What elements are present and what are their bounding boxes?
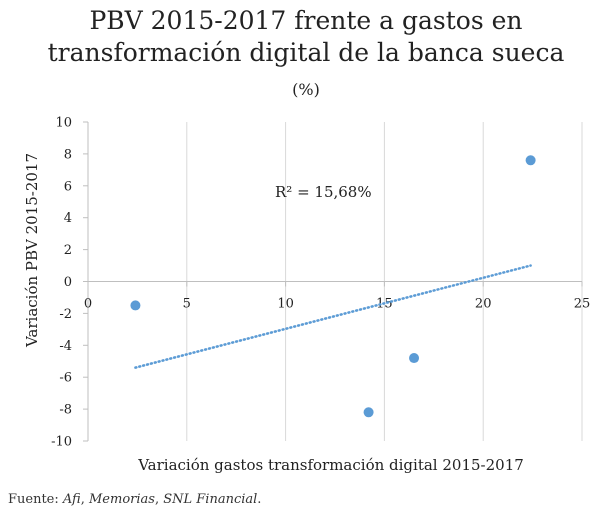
y-tick-label: -8 (59, 403, 72, 418)
data-point (363, 407, 374, 418)
r-squared-annotation: R² = 15,68% (275, 183, 372, 201)
chart-title-line-1: PBV 2015-2017 frente a gastos en (89, 6, 522, 35)
x-tick-label: 25 (574, 297, 591, 312)
source-prefix: Fuente: (8, 492, 63, 507)
y-tick-label: 10 (55, 116, 72, 131)
source-period: . (257, 492, 262, 507)
source-afi: Afi (62, 492, 81, 507)
x-tick-label: 0 (84, 297, 92, 312)
x-tick-label: 20 (475, 297, 492, 312)
source-memorias: Memorias (89, 492, 155, 507)
data-point (409, 353, 420, 364)
y-axis-label: Variación PBV 2015-2017 (23, 153, 41, 348)
y-tick-label: 8 (64, 147, 72, 162)
y-tick-label: -2 (59, 307, 72, 322)
y-tick-label: 0 (64, 275, 72, 290)
source-note: Fuente: Afi, Memorias, SNL Financial. (8, 492, 261, 507)
chart-title-line-2: transformación digital de la banca sueca (48, 38, 565, 67)
y-tick-label: -4 (59, 339, 72, 354)
tick-labels: -10-8-6-4-202468100510152025 (51, 116, 590, 450)
y-tick-label: -6 (59, 371, 72, 386)
data-point (130, 300, 141, 311)
trendline-layer (134, 264, 532, 369)
x-tick-label: 5 (183, 297, 191, 312)
x-axis-label: Variación gastos transformación digital … (137, 456, 524, 474)
source-snl: SNL Financial (163, 492, 258, 507)
data-point (525, 155, 536, 166)
y-tick-label: 6 (64, 179, 72, 194)
axes (83, 121, 583, 442)
source-separator-1: , (80, 492, 89, 507)
data-points (130, 155, 536, 418)
chart-subtitle: (%) (292, 80, 320, 99)
y-tick-label: -10 (51, 435, 72, 450)
source-separator-2: , (154, 492, 164, 507)
y-tick-label: 4 (64, 211, 72, 226)
x-tick-label: 10 (277, 297, 294, 312)
trendline (134, 264, 532, 369)
y-tick-label: 2 (64, 243, 72, 258)
